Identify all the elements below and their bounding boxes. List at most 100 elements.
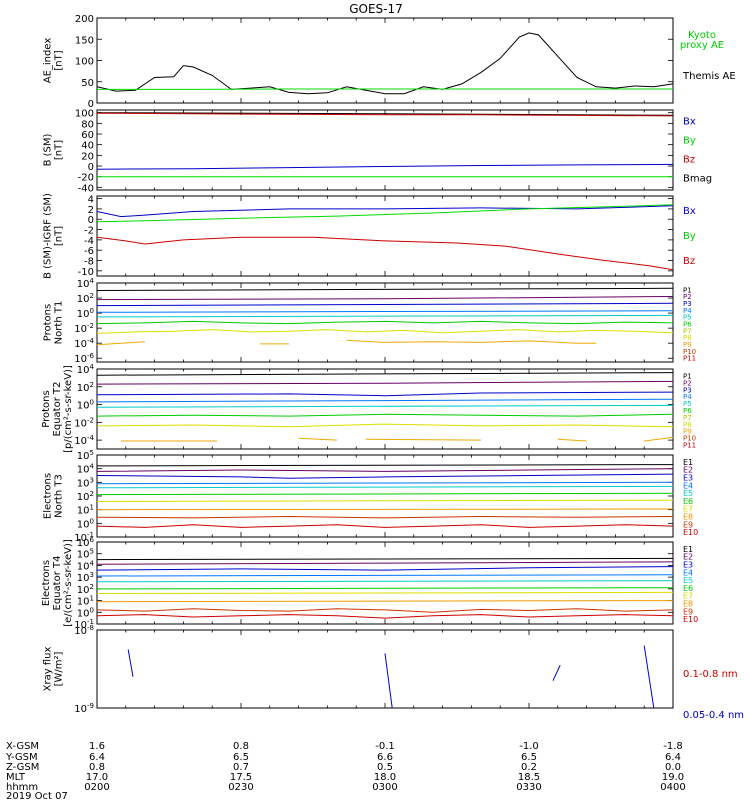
y-tick-label: 104: [77, 277, 95, 290]
legend-entry: E6: [683, 584, 693, 593]
legend-entry: By: [683, 231, 696, 242]
y-tick-label: 60: [81, 130, 94, 141]
legend-entry: P4: [683, 393, 692, 401]
y-axis-label: [nT]: [54, 140, 65, 160]
y-tick-label: 10-1: [74, 618, 94, 631]
x-axis-value: 1.6: [89, 741, 105, 752]
series-pt2-p6: [97, 413, 673, 417]
legend-entry: E5: [683, 576, 693, 585]
x-axis-value: 0.8: [89, 762, 105, 773]
y-tick-label: 10-2: [74, 322, 94, 335]
legend-entry: E10: [683, 615, 698, 624]
series-et3-e6: [97, 492, 673, 496]
series-pt2-p3: [97, 391, 673, 397]
y-tick-label: 104: [77, 463, 95, 476]
panel-frame: [96, 454, 674, 538]
series-pt1-p8c: [346, 339, 597, 344]
legend-entry: E9: [683, 607, 693, 616]
y-tick-label: 100: [75, 57, 94, 68]
series-pt1-p3: [97, 302, 673, 307]
plot-title: GOES-17: [349, 2, 403, 16]
legend-entry: P2: [683, 293, 692, 301]
y-tick-label: 150: [75, 35, 94, 46]
y-tick-label: 10-1: [74, 531, 94, 544]
y-axis-label: [e/(cm²-s-sr-keV)]: [63, 539, 74, 627]
series-et4-e5: [97, 580, 673, 583]
series-et3-e2: [97, 468, 673, 472]
y-axis-label: Electrons: [41, 560, 52, 606]
series-et3-e10: [97, 524, 673, 528]
legend-entry: proxy AE: [680, 40, 724, 51]
legend-entry: 0.05-0.4 nm: [683, 710, 744, 721]
legend-entry: By: [683, 135, 696, 146]
y-tick-label: -2: [84, 226, 94, 237]
x-axis-row-label: X-GSM: [6, 741, 39, 752]
legend-entry: Themis AE: [682, 71, 736, 82]
series-bsm-bz: [97, 112, 673, 117]
y-tick-label: 10-6: [74, 352, 94, 365]
legend-entry: Bx: [683, 116, 696, 127]
x-axis-value: 18.5: [518, 772, 540, 783]
y-tick-label: 100: [77, 307, 94, 320]
y-axis-label: Equator T2: [52, 382, 63, 437]
y-axis-label: Equator T4: [52, 556, 63, 611]
y-tick-label: 102: [77, 490, 94, 503]
x-axis-value: 0.7: [233, 762, 249, 773]
series-pt2-p7: [97, 423, 673, 428]
x-axis-value: 6.4: [665, 752, 681, 763]
series-bigrf-by: [97, 204, 673, 223]
x-axis-value: 0.5: [377, 762, 393, 773]
y-tick-label: 101: [77, 595, 94, 608]
y-axis-label: Protons: [43, 304, 54, 341]
panel-frame: [96, 368, 674, 450]
panel-frame: [96, 282, 674, 363]
series-pt1-p8a: [97, 341, 146, 346]
series-et4-e3: [97, 566, 673, 571]
series-et3-e3: [97, 473, 673, 479]
y-tick-label: 10-8: [74, 624, 94, 637]
legend-entry: E1: [683, 545, 693, 554]
panel-frame: [96, 109, 674, 191]
x-axis-value: 0330: [516, 782, 541, 793]
x-axis-value: 6.5: [521, 752, 537, 763]
y-tick-label: 100: [75, 109, 94, 120]
legend-entry: P8: [683, 421, 692, 429]
series-et4-e10: [97, 614, 673, 619]
legend-entry: P3: [683, 300, 692, 308]
y-tick-label: 2: [88, 205, 94, 216]
x-axis-row-label: Z-GSM: [6, 762, 39, 773]
legend-entry: E5: [683, 489, 693, 498]
y-tick-label: 102: [77, 381, 94, 394]
legend-entry: E4: [683, 481, 693, 490]
series-pt2-p4: [97, 398, 673, 403]
y-tick-label: 10-2: [74, 416, 94, 429]
series-pt2-p2: [97, 380, 673, 385]
series-bsm-bx: [97, 163, 673, 170]
legend-entry: E9: [683, 520, 693, 529]
legend-entry: E1: [683, 458, 693, 467]
legend-entry: E8: [683, 600, 693, 609]
x-axis-value: -1.0: [519, 741, 539, 752]
x-axis-value: 0.8: [233, 741, 249, 752]
x-axis-value: 18.0: [374, 772, 396, 783]
legend-entry: P1: [683, 286, 692, 294]
series-pt1-p2: [97, 296, 673, 301]
series-xray-seg3: [552, 664, 561, 681]
legend-entry: E7: [683, 592, 693, 601]
y-axis-label: Electrons: [43, 473, 54, 519]
x-axis-value: 0300: [372, 782, 397, 793]
x-axis-value: 0.2: [521, 762, 537, 773]
y-axis-label: North T1: [54, 301, 65, 345]
y-tick-label: 0: [88, 99, 94, 110]
legend-entry: P7: [683, 327, 692, 335]
legend-entry: E8: [683, 513, 693, 522]
x-axis-value: 0200: [84, 782, 109, 793]
legend-entry: E2: [683, 553, 693, 562]
series-et3-e4: [97, 481, 673, 485]
legend-entry: P11: [683, 355, 696, 363]
x-axis-row-label: hhmm: [6, 782, 38, 793]
legend-entry: E7: [683, 505, 693, 514]
